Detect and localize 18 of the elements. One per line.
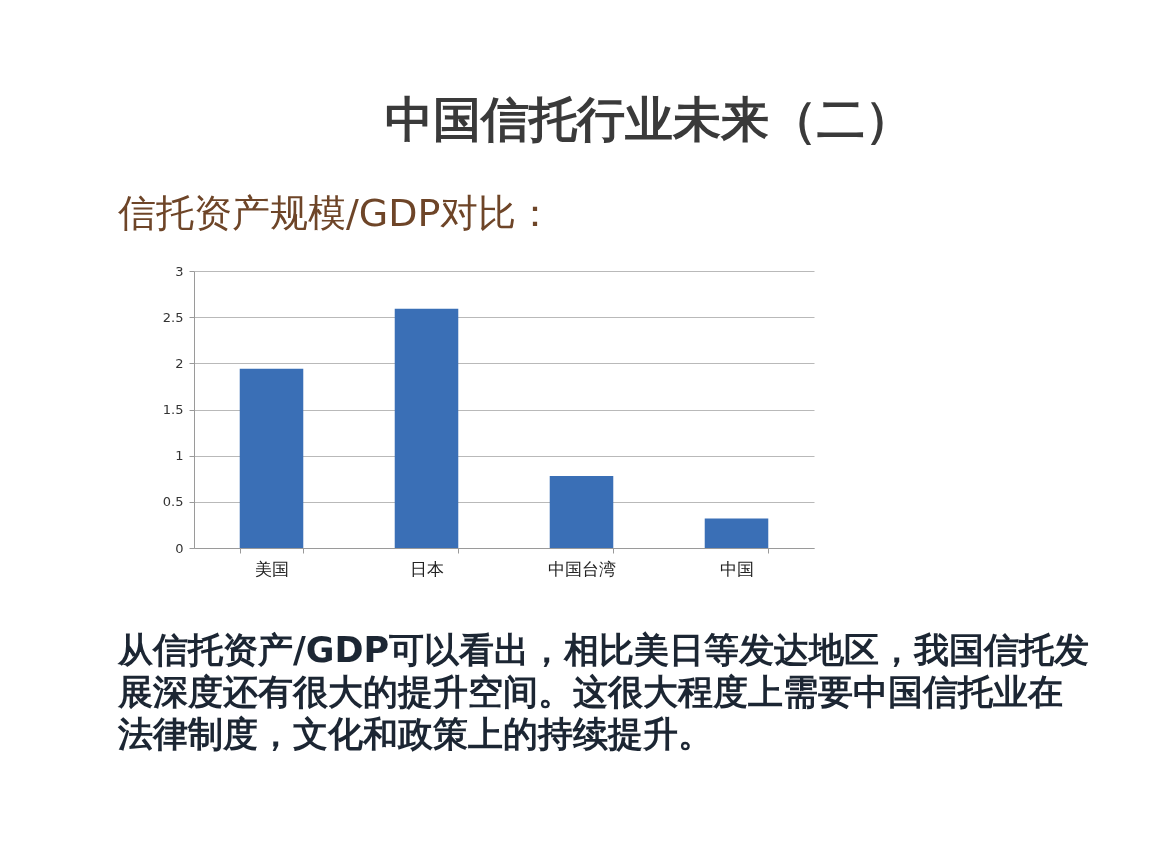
y-tick-label: 2.5 — [162, 309, 184, 325]
bar — [704, 518, 769, 548]
bar — [239, 368, 304, 548]
y-tick-label: 1.5 — [162, 402, 184, 417]
bar — [394, 308, 459, 548]
y-tick-label: 1 — [175, 448, 184, 464]
chart-title: 中国信托行业未来（二） — [385, 91, 913, 147]
y-tick-label: 0 — [175, 540, 184, 556]
chart-subtitle: 信托资产规模/GDP对比： — [118, 191, 555, 235]
x-tick-label: 中国台湾 — [548, 558, 616, 579]
x-tick-label: 日本 — [410, 558, 444, 579]
bar — [549, 475, 614, 548]
y-tick-label: 2 — [175, 355, 184, 371]
x-tick-label: 中国 — [720, 558, 754, 579]
text: 从信托资产/GDP可以看出，相比美日等发达地区，我国信托发展深度还有很大的提升空间。这很大程度上需要中国信托业在法律制度，文化和政策上的持续提升。 — [117, 630, 1090, 754]
x-tick-label: 美国 — [255, 558, 289, 579]
y-tick-label: 3 — [175, 263, 184, 279]
y-tick-label: 0.5 — [162, 494, 184, 510]
